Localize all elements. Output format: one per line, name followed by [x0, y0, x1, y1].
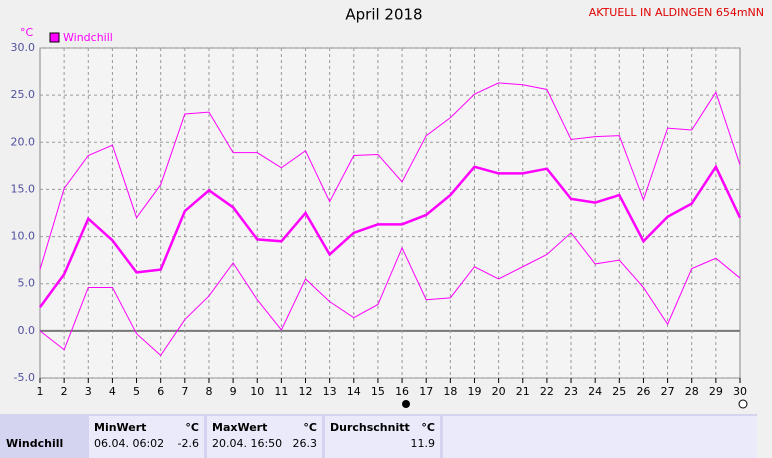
x-tick-label: 6 [157, 385, 164, 398]
x-tick-label: 17 [419, 385, 433, 398]
x-tick-label: 29 [709, 385, 723, 398]
y-tick-label: 30.0 [11, 41, 36, 54]
table-header: °C [303, 421, 317, 434]
table-cell-text: 11.9 [411, 437, 436, 450]
data-line [38, 164, 742, 309]
summary-table: MinWert °C MaxWert °C Durchschnitt °C Wi… [0, 414, 757, 458]
y-tick-label: -5.0 [14, 371, 35, 384]
x-tick-label: 3 [85, 385, 92, 398]
table-cell [325, 416, 440, 458]
table-cell-text: 26.3 [293, 437, 318, 450]
x-tick-label: 10 [250, 385, 264, 398]
x-tick-label: 25 [612, 385, 626, 398]
x-tick-label: 1 [37, 385, 44, 398]
data-line [39, 232, 741, 357]
x-tick-label: 20 [492, 385, 506, 398]
y-tick-label: 0.0 [18, 324, 36, 337]
y-tick-label: 5.0 [18, 277, 36, 290]
x-tick-label: 5 [133, 385, 140, 398]
marker-icon [738, 399, 748, 409]
y-tick-label: 25.0 [11, 88, 36, 101]
x-tick-label: 30 [733, 385, 747, 398]
x-tick-label: 9 [230, 385, 237, 398]
data-line [39, 82, 741, 270]
x-tick-label: 21 [516, 385, 530, 398]
table-cell [443, 416, 757, 458]
plot: -5.00.05.010.015.020.025.030.01 2 3 4 5 6 7 8 9 1… [11, 31, 748, 398]
table-cell-text: -2.6 [178, 437, 199, 450]
legend-swatch [49, 32, 60, 43]
x-tick-label: 16 [395, 385, 409, 398]
x-tick-label: 18 [443, 385, 457, 398]
table-header: MaxWert [212, 421, 267, 434]
table-cell [89, 416, 204, 458]
table-row-label: Windchill [6, 437, 63, 450]
x-tick-label: 19 [467, 385, 481, 398]
chart-subtitle: AKTUELL IN ALDINGEN 654mNN [589, 6, 764, 19]
marker-icon [402, 400, 410, 408]
y-tick-label: 20.0 [11, 135, 36, 148]
y-tick-label: 15.0 [11, 182, 36, 195]
x-tick-label: 22 [540, 385, 554, 398]
legend-label: Windchill [63, 31, 113, 44]
x-tick-label: 24 [588, 385, 602, 398]
table-header: Durchschnitt [330, 421, 410, 434]
table-cell-text: 20.04. 16:50 [212, 437, 282, 450]
y-axis-label: °C [20, 26, 34, 39]
x-tick-label: 28 [685, 385, 699, 398]
x-tick-label: 27 [661, 385, 675, 398]
x-tick-label: 8 [205, 385, 212, 398]
y-tick-label: 10.0 [11, 230, 36, 243]
x-tick-label: 12 [299, 385, 313, 398]
table-header: °C [185, 421, 199, 434]
x-tick-label: 4 [109, 385, 116, 398]
x-tick-label: 13 [323, 385, 337, 398]
x-tick-label: 26 [636, 385, 650, 398]
table-cell-text: 06.04. 06:02 [94, 437, 164, 450]
chart-title: April 2018 [345, 6, 422, 24]
table-header: MinWert [94, 421, 146, 434]
table-cell [207, 416, 322, 458]
x-tick-label: 7 [181, 385, 188, 398]
table-header: °C [421, 421, 435, 434]
x-tick-label: 15 [371, 385, 385, 398]
x-tick-label: 14 [347, 385, 361, 398]
x-tick-label: 2 [61, 385, 68, 398]
x-tick-label: 23 [564, 385, 578, 398]
x-tick-label: 11 [274, 385, 288, 398]
plot-area [39, 47, 741, 379]
